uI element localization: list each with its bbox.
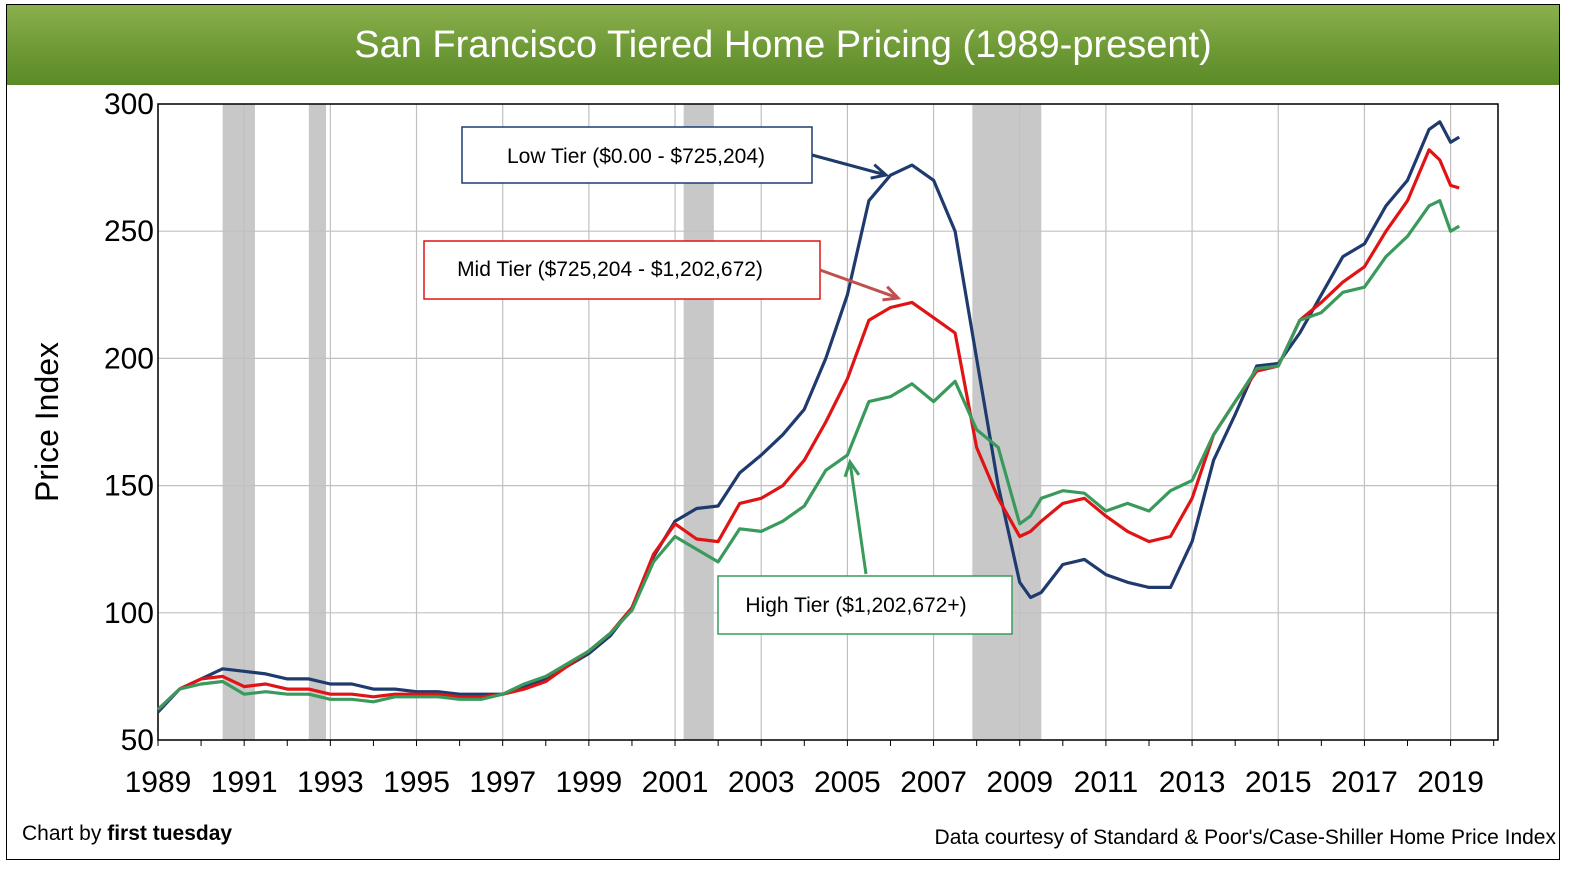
callout-arrow-high: [848, 461, 868, 575]
recession-band: [308, 104, 327, 740]
callout-arrow-low: [811, 153, 887, 177]
y-tick-label: 250: [104, 215, 154, 248]
y-tick-label: 300: [104, 88, 154, 121]
x-tick-label: 1989: [125, 766, 192, 799]
callout-label-low: Low Tier ($0.00 - $725,204): [507, 145, 765, 168]
recession-bands: [222, 104, 1042, 740]
callout-box-mid: [423, 240, 821, 300]
series-callouts: Low Tier ($0.00 - $725,204) Mid Tier ($72…: [423, 126, 1013, 635]
y-tick-labels: 50 100 150 200 250 300: [104, 88, 154, 757]
series-lines: [156, 120, 1461, 714]
recession-band: [683, 104, 714, 740]
callout-box-low: [461, 126, 813, 184]
x-tick-label: 2019: [1417, 766, 1484, 799]
y-tick-label: 150: [104, 470, 154, 503]
y-tick-label: 50: [121, 724, 154, 757]
credit-prefix: Chart by: [22, 822, 108, 845]
callout-arrowhead-mid: [882, 285, 902, 302]
y-tick-label: 100: [104, 597, 154, 630]
recession-band: [972, 104, 1042, 740]
x-tick-label: 2017: [1331, 766, 1398, 799]
x-tick-label: 2011: [1074, 766, 1139, 799]
callout-label-mid: Mid Tier ($725,204 - $1,202,672): [457, 258, 763, 281]
x-tick-label: 2009: [986, 766, 1053, 799]
series-line-high: [156, 199, 1461, 711]
series-line-low: [156, 120, 1461, 714]
x-tick-label: 1999: [555, 766, 622, 799]
x-tick-label: 1995: [383, 766, 450, 799]
callout-label-high: High Tier ($1,202,672+): [745, 594, 966, 617]
x-tick-labels: 1989 1991 1993 1995 1997 1999 2001 2003 2005 2007…: [125, 766, 1484, 799]
y-axis-label: Price Index: [29, 342, 65, 502]
x-tick-label: 2015: [1245, 766, 1312, 799]
x-tick-label: 1993: [297, 766, 364, 799]
chart-credit: Chart by first tuesday: [22, 822, 232, 846]
credit-brand: first tuesday: [107, 822, 233, 845]
x-tick-label: 2007: [900, 766, 967, 799]
x-tick-label: 2001: [642, 766, 709, 799]
x-tick-label: 2013: [1159, 766, 1226, 799]
x-tick-label: 1997: [469, 766, 536, 799]
callout-box-high: [717, 575, 1013, 635]
callout-arrow-mid: [819, 268, 899, 300]
recession-band: [222, 104, 255, 740]
x-tick-label: 1991: [211, 766, 278, 799]
chart-title: San Francisco Tiered Home Pricing (1989-…: [7, 5, 1559, 85]
data-source-note: Data courtesy of Standard & Poor's/Case-…: [934, 826, 1556, 849]
callout-arrowhead-low: [870, 163, 890, 180]
callout-arrowhead-high: [843, 458, 861, 478]
grid-lines: [157, 103, 1498, 746]
plot-area-border: [157, 103, 1499, 741]
x-tick-label: 2003: [728, 766, 795, 799]
y-tick-label: 200: [104, 342, 154, 375]
x-tick-label: 2005: [814, 766, 881, 799]
